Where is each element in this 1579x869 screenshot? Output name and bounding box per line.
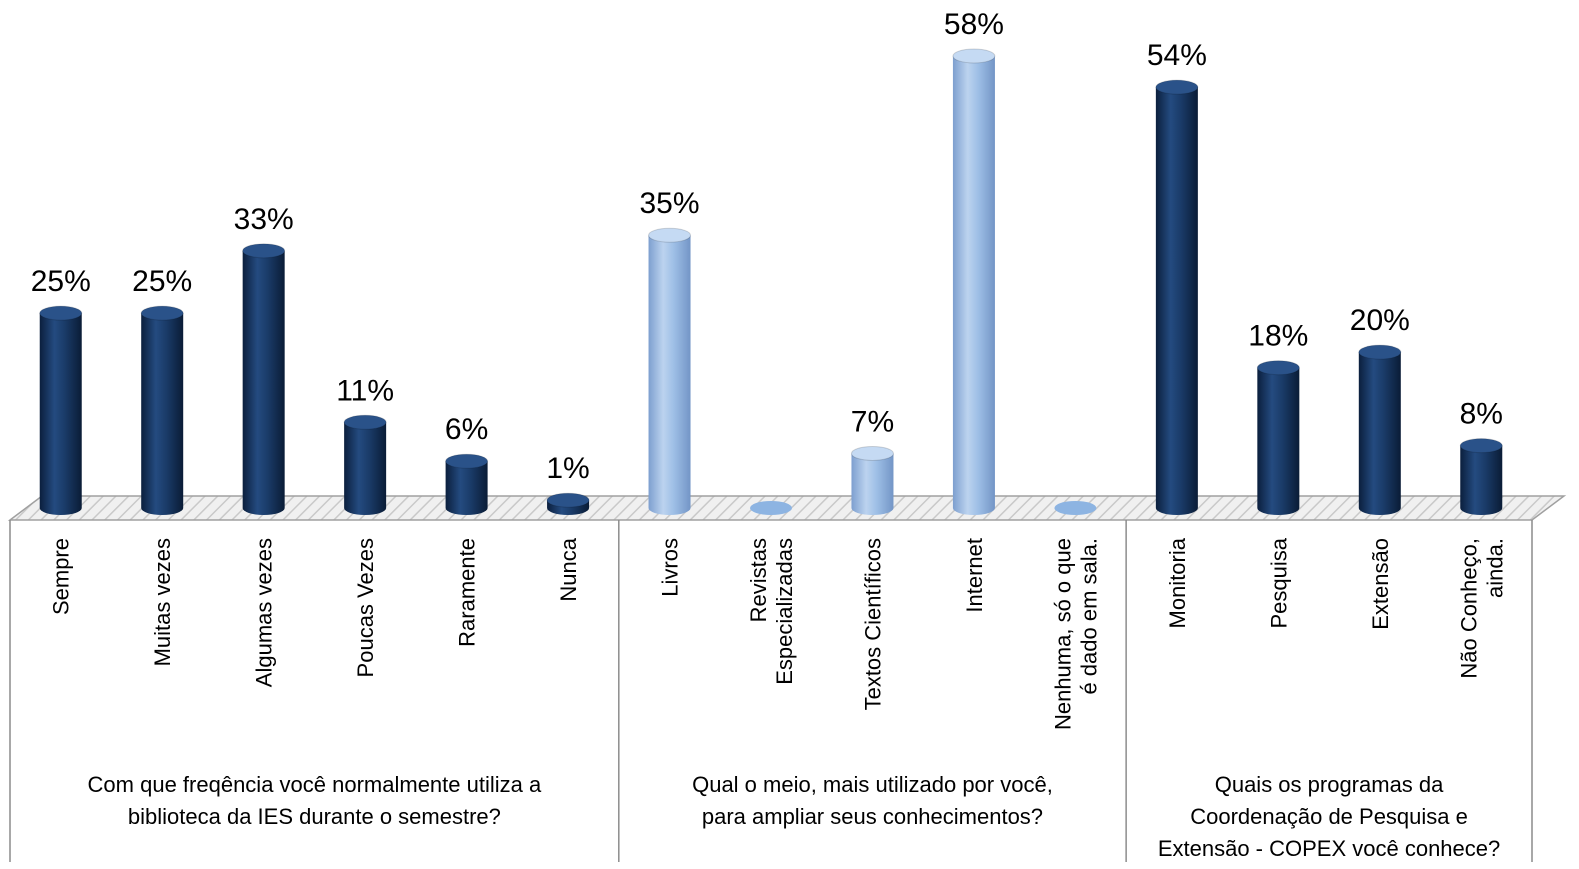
bar-top [140,305,184,321]
bar [1155,79,1199,516]
bar-body [952,56,995,516]
bar-body [851,453,894,516]
bars-layer [39,48,1503,516]
category-label: ainda. [1482,538,1507,598]
category-label: Sempre [49,538,74,615]
category-label: Nunca [556,537,581,601]
value-label: 54% [1147,39,1207,72]
category-label: Não Conheço, [1456,538,1481,679]
bar [1256,360,1300,516]
value-label: 18% [1248,320,1308,353]
bar-body [1358,352,1401,516]
bar-top [343,414,387,430]
value-label: 20% [1350,304,1410,337]
bar [952,48,996,516]
bar-body [1257,367,1300,516]
value-label: 1% [546,452,589,485]
bar [648,227,692,516]
bar-body [242,250,285,515]
bar-top [1358,344,1402,360]
bar-body [648,235,691,516]
category-label: Textos Científicos [860,538,885,710]
bar-top [546,492,590,508]
group-title: Com que freqência você normalmente utili… [88,772,542,797]
value-label: 7% [851,405,894,438]
bar-top [648,227,692,243]
bar-top [1256,360,1300,376]
bar-top [750,501,792,515]
category-labels-layer: Sempre Muitas vezes Algumas vezes Poucas Ve… [49,537,1508,730]
category-label: Especializadas [772,538,797,685]
category-table [9,520,1533,862]
category-label: Muitas vezes [150,538,175,666]
group-titles-layer: Com que freqência você normalmente utili… [88,772,1501,861]
category-label: Poucas Vezes [353,538,378,677]
value-label: 25% [31,265,91,298]
bar-body [1155,87,1198,516]
bar-body [344,422,387,516]
bar-top [242,243,286,259]
bar-top [1155,79,1199,95]
bar [140,305,184,515]
bar-top [952,48,996,64]
bar-body [445,461,488,516]
bar [343,414,387,516]
category-label: Livros [658,538,683,597]
bar [1358,344,1402,516]
category-label: Algumas vezes [252,538,277,687]
category-label: Extensão [1368,538,1393,630]
category-label: Monitoria [1165,537,1190,628]
value-label: 6% [445,413,488,446]
bar-body [1460,445,1503,516]
category-label: é dado em sala. [1076,538,1101,695]
bar-body [141,313,184,515]
bar [546,492,590,516]
value-label: 33% [234,203,294,236]
group-title: Extensão - COPEX você conhece? [1158,836,1500,861]
value-labels-layer: 25% 25% 33% 11% 6% 1% 35% 7% 58% 54% 18% 20% 8% [31,8,1503,485]
bar [445,453,489,516]
bar-top [445,453,489,469]
category-label: Raramente [455,538,480,647]
bar [850,445,894,516]
value-label: 58% [944,8,1004,41]
bar-top [1054,501,1097,515]
group-title: Qual o meio, mais utilizado por você, [692,772,1053,797]
category-label: Internet [962,538,987,613]
bar-top [1459,438,1503,454]
bar-top [39,305,83,321]
group-title: Coordenação de Pesquisa e [1190,804,1468,829]
bar [242,243,286,515]
bar [1459,438,1503,516]
bar-top [850,445,894,461]
value-label: 25% [132,265,192,298]
value-label: 11% [336,374,394,407]
group-title: Quais os programas da [1215,772,1444,797]
category-label: Nenhuma, só o que [1050,538,1075,730]
value-label: 35% [640,187,700,220]
category-label: Revistas [746,538,771,622]
group-title: para ampliar seus conhecimentos? [702,804,1043,829]
category-label: Pesquisa [1266,537,1291,628]
value-label: 8% [1460,398,1503,431]
group-title: biblioteca da IES durante o semestre? [128,804,501,829]
bar [1054,501,1097,515]
bar [39,305,83,515]
bar-body [39,313,82,515]
bar [750,501,792,515]
